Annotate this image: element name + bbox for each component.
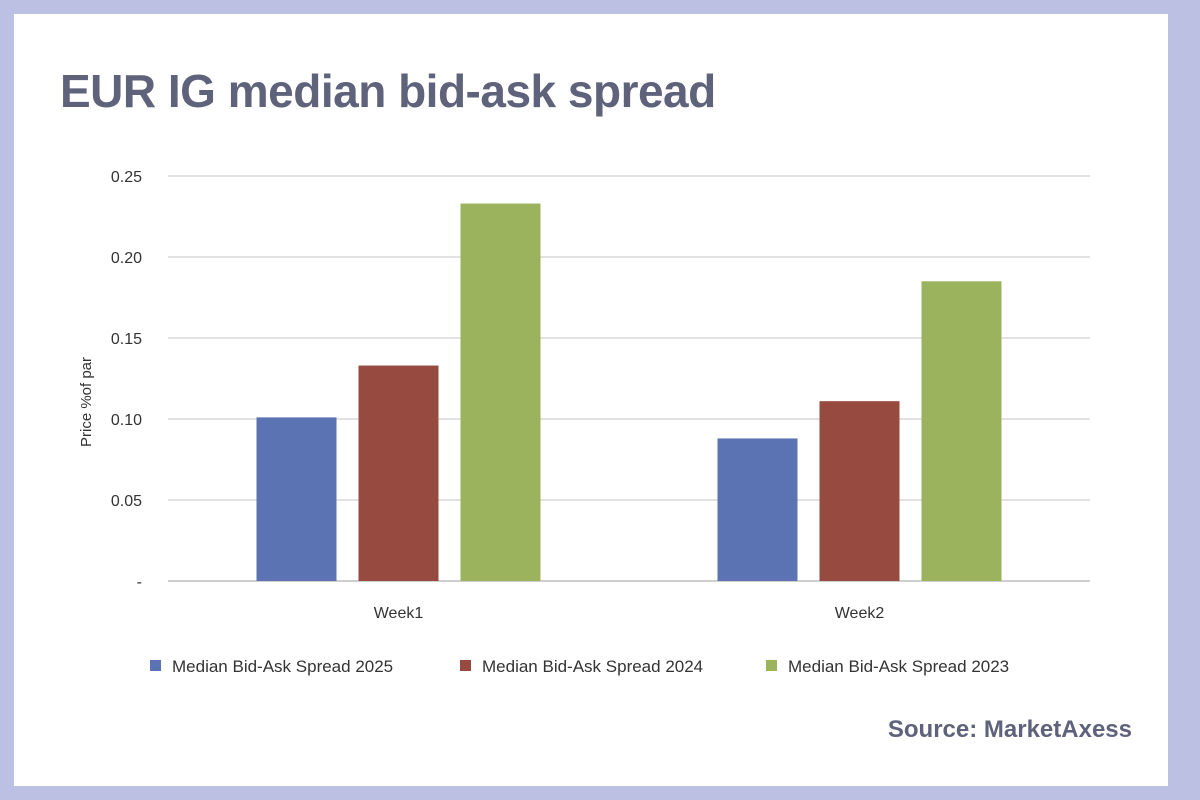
bar — [256, 417, 337, 581]
y-tick-label: 0.25 — [111, 169, 142, 186]
x-axis-categories: Week1 Week2 — [374, 605, 885, 622]
y-tick-label: 0.05 — [111, 493, 142, 510]
bar-chart: - 0.05 0.10 0.15 0.20 0.25 Price %of par Week… — [78, 169, 1090, 676]
x-category-label: Week1 — [374, 605, 424, 622]
legend: Median Bid-Ask Spread 2025 Median Bid-Ask… — [150, 657, 1009, 676]
y-tick-label: 0.15 — [111, 331, 142, 348]
chart-title: EUR IG median bid-ask spread — [60, 65, 716, 117]
legend-label: Median Bid-Ask Spread 2024 — [482, 657, 703, 676]
bar — [460, 203, 541, 582]
source-note: Source: MarketAxess — [887, 716, 1132, 743]
y-tick-label: - — [137, 574, 142, 591]
y-axis-ticks: - 0.05 0.10 0.15 0.20 0.25 — [111, 169, 142, 591]
legend-swatch — [460, 660, 471, 671]
bars — [256, 203, 1002, 582]
bar — [921, 281, 1002, 581]
x-category-label: Week2 — [835, 605, 885, 622]
bar — [358, 365, 439, 581]
y-tick-label: 0.20 — [111, 250, 142, 267]
chart-card: EUR IG median bid-ask spread - 0.05 0.10 0.… — [14, 14, 1168, 786]
y-axis-label: Price %of par — [78, 357, 95, 447]
bar — [819, 401, 900, 581]
y-tick-label: 0.10 — [111, 412, 142, 429]
legend-swatch — [766, 660, 777, 671]
legend-label: Median Bid-Ask Spread 2025 — [172, 657, 393, 676]
legend-swatch — [150, 660, 161, 671]
legend-label: Median Bid-Ask Spread 2023 — [788, 657, 1009, 676]
bar — [717, 438, 798, 581]
